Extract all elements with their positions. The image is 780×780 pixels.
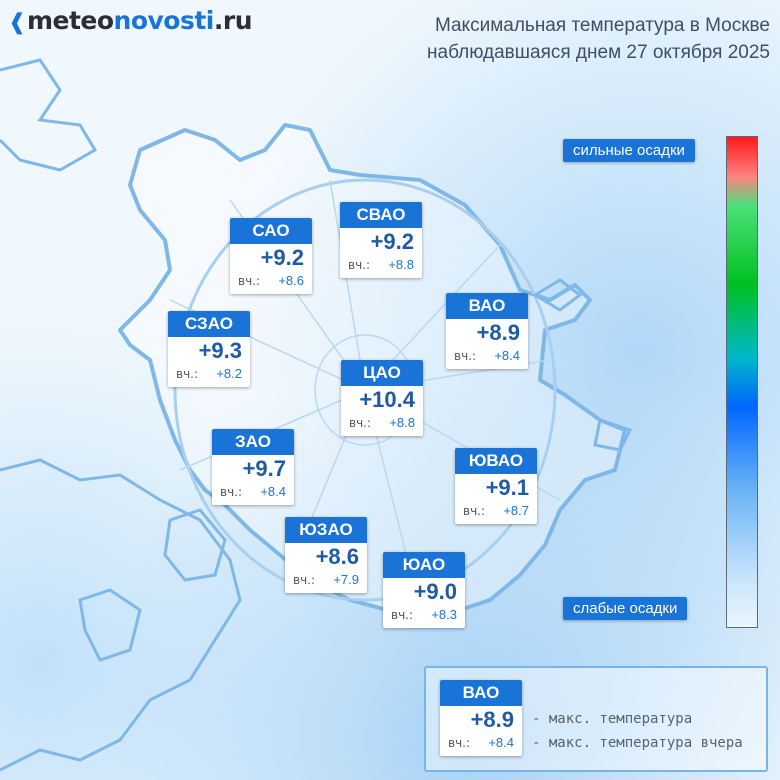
yesterday-temp: +8.7 <box>503 503 529 518</box>
yesterday-label: вч.: <box>463 504 486 518</box>
legend-sample-card: ВАО +8.9 вч.: +8.4 <box>440 680 522 756</box>
district-name: ЮЗАО <box>285 517 367 543</box>
yesterday-label: вч.: <box>220 485 243 499</box>
district-card-sao[interactable]: САО +9.2 вч.: +8.6 <box>230 218 312 294</box>
logo-chevron-icon: ❰ <box>8 10 26 35</box>
district-name: СВАО <box>340 202 422 228</box>
district-name: ЮАО <box>383 552 465 578</box>
yesterday-temp: +8.4 <box>260 484 286 499</box>
district-card-yuao[interactable]: ЮАО +9.0 вч.: +8.3 <box>383 552 465 628</box>
logo-part-meteo: meteo <box>26 6 114 35</box>
scale-label-strong: сильные осадки <box>563 139 695 162</box>
legend-desc-yesterday: - макс. температура вчера <box>532 735 743 751</box>
district-card-szao[interactable]: СЗАО +9.3 вч.: +8.2 <box>168 311 250 387</box>
district-temp: +9.2 <box>260 245 304 270</box>
district-name: ЮВАО <box>455 448 537 474</box>
district-name: СЗАО <box>168 311 250 337</box>
yesterday-temp: +8.3 <box>431 607 457 622</box>
logo-part-domain: .ru <box>213 6 253 35</box>
legend-yesterday-temp: +8.4 <box>488 735 514 750</box>
district-temp: +9.7 <box>242 456 286 481</box>
yesterday-label: вч.: <box>176 367 199 381</box>
yesterday-temp: +8.8 <box>389 415 415 430</box>
site-logo[interactable]: ❰meteonovosti.ru <box>8 6 253 35</box>
title-line-1: Максимальная температура в Москве <box>434 15 770 36</box>
yesterday-label: вч.: <box>391 608 414 622</box>
yesterday-temp: +7.9 <box>333 572 359 587</box>
yesterday-label: вч.: <box>348 258 371 272</box>
district-card-cao[interactable]: ЦАО +10.4 вч.: +8.8 <box>341 360 423 436</box>
legend-desc-temp: - макс. температура <box>532 711 693 727</box>
district-card-svao[interactable]: СВАО +9.2 вч.: +8.8 <box>340 202 422 278</box>
yesterday-temp: +8.2 <box>216 366 242 381</box>
yesterday-label: вч.: <box>454 349 477 363</box>
district-name: ЗАО <box>212 429 294 455</box>
legend-yesterday-label: вч.: <box>448 736 471 750</box>
scale-label-weak: слабые осадки <box>563 597 688 620</box>
district-temp: +9.3 <box>198 338 242 363</box>
district-temp: +8.6 <box>315 544 359 569</box>
yesterday-temp: +8.4 <box>494 348 520 363</box>
district-name: ВАО <box>446 293 528 319</box>
yesterday-temp: +8.8 <box>388 257 414 272</box>
district-temp: +8.9 <box>476 320 520 345</box>
district-card-yuvao[interactable]: ЮВАО +9.1 вч.: +8.7 <box>455 448 537 524</box>
page-title: Максимальная температура в Москве наблюд… <box>427 12 770 66</box>
yesterday-label: вч.: <box>238 274 261 288</box>
district-temp: +10.4 <box>359 387 415 412</box>
yesterday-label: вч.: <box>349 416 372 430</box>
district-name: ЦАО <box>341 360 423 386</box>
yesterday-temp: +8.6 <box>278 273 304 288</box>
district-temp: +9.2 <box>370 229 414 254</box>
yesterday-label: вч.: <box>293 573 316 587</box>
legend-temp: +8.9 <box>470 707 514 732</box>
district-name: САО <box>230 218 312 244</box>
district-card-vao[interactable]: ВАО +8.9 вч.: +8.4 <box>446 293 528 369</box>
district-card-yuzao[interactable]: ЮЗАО +8.6 вч.: +7.9 <box>285 517 367 593</box>
logo-part-novosti: novosti <box>113 6 215 35</box>
legend-district-name: ВАО <box>440 680 522 706</box>
district-temp: +9.1 <box>485 475 529 500</box>
district-card-zao[interactable]: ЗАО +9.7 вч.: +8.4 <box>212 429 294 505</box>
precipitation-colorbar <box>726 136 758 628</box>
title-line-2: наблюдавшаяся днем 27 октября 2025 <box>427 42 770 63</box>
district-temp: +9.0 <box>413 579 457 604</box>
